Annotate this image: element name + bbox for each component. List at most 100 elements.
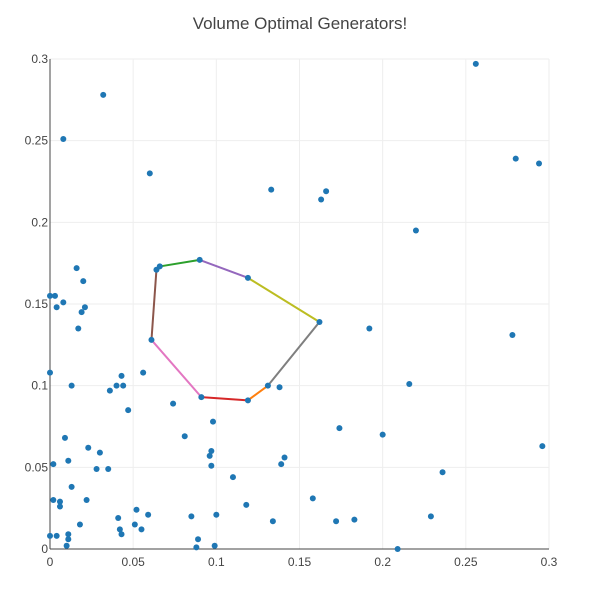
data-point [75,325,82,332]
data-point [351,516,358,523]
data-point [278,461,285,468]
data-point [213,511,220,518]
data-point [539,443,546,450]
generator-segment [246,276,321,323]
data-point [366,325,373,332]
data-point [156,263,163,270]
chart-title: Volume Optimal Generators! [193,14,407,33]
data-point [170,400,177,407]
data-point [60,299,67,306]
data-point [211,542,218,549]
generator-segment [266,320,321,387]
data-point [472,60,479,67]
data-point [188,513,195,520]
generator-segment [200,396,249,402]
data-point [115,514,122,521]
data-point [96,449,103,456]
data-point [210,418,217,425]
data-point [323,188,330,195]
data-point [512,155,519,162]
data-point [56,503,63,510]
data-point [412,227,419,234]
data-point [268,186,275,193]
data-point [118,372,125,379]
data-point [181,433,188,440]
data-point [229,474,236,481]
data-point [336,425,343,432]
data-point [140,369,147,376]
data-point [125,407,132,414]
data-point [81,304,88,311]
data-point [439,469,446,476]
data-point [61,434,68,441]
data-point [68,382,75,389]
data-point [208,448,215,454]
data-point [318,196,325,203]
data-point [47,532,53,539]
axes [49,59,549,550]
data-point [193,544,200,551]
x-axis-ticks: 0 0.05 0.1 0.15 0.2 0.25 0.3 [47,555,558,569]
data-point [68,483,75,490]
data-point [148,336,155,343]
data-point [105,465,112,472]
x-tick-label: 0.05 [121,555,145,569]
data-point [146,170,153,177]
data-point [244,274,251,281]
data-point [50,497,57,503]
data-point [116,526,123,533]
generator-segment [158,258,201,268]
data-point [113,382,120,389]
data-point [53,532,60,539]
data-point [198,394,205,401]
data-point [93,465,100,472]
data-points [47,60,546,552]
generator-segment [246,384,269,402]
gridlines [50,58,550,549]
data-point [264,382,271,389]
data-point [206,452,213,459]
y-tick-label: 0.25 [25,134,49,148]
data-point [316,318,323,325]
x-tick-label: 0.1 [208,555,225,569]
data-point [509,332,516,339]
data-point [63,542,70,549]
generator-segment [150,338,203,399]
data-point [85,444,92,451]
data-point [309,495,316,502]
data-point [379,431,386,438]
data-point [133,506,140,513]
data-point [50,461,57,468]
data-point [394,546,401,552]
data-point [120,382,127,389]
data-point [83,497,90,503]
data-point [106,387,113,394]
data-point [333,518,340,525]
generator-segments [150,258,321,402]
x-tick-label: 0.15 [288,555,312,569]
data-point [51,292,58,299]
data-point [427,513,434,520]
data-point [47,369,53,376]
data-point [196,256,203,263]
data-point [65,531,72,538]
data-point [145,511,152,518]
x-tick-label: 0.25 [454,555,478,569]
data-point [60,136,67,143]
data-point [536,160,543,167]
data-point [100,91,107,98]
data-point [65,457,72,464]
data-point [281,454,288,461]
data-point [243,501,250,508]
data-point [78,309,85,316]
data-point [208,462,215,469]
x-tick-label: 0 [47,555,54,569]
data-point [269,518,276,525]
generator-segment [150,268,158,341]
data-point [131,521,138,528]
data-point [56,498,63,505]
data-point [138,526,145,533]
y-tick-label: 0.2 [31,215,48,229]
y-tick-label: 0.05 [25,460,49,474]
